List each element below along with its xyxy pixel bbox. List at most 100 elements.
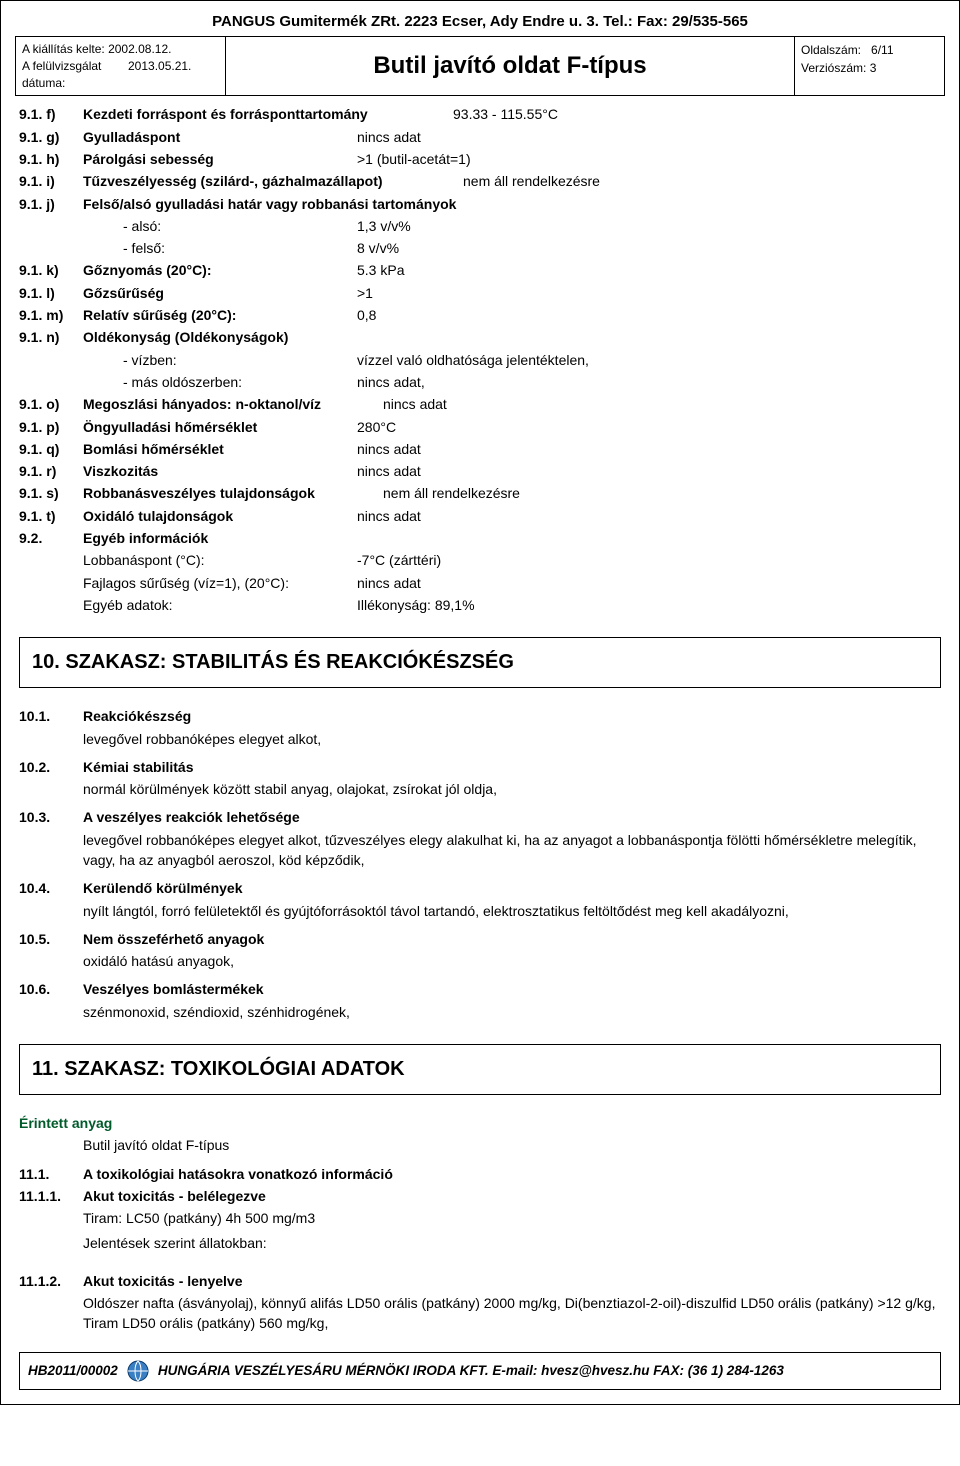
- row-label: Párolgási sebesség: [83, 149, 357, 169]
- s10-text: oxidáló hatású anyagok,: [83, 951, 941, 971]
- row-label: Gőznyomás (20°C):: [83, 260, 357, 280]
- row-value: >1 (butil-acetát=1): [357, 149, 941, 169]
- row-num: 9.1. l): [19, 283, 83, 303]
- row-num: 9.1. h): [19, 149, 83, 169]
- sub-label: - felső:: [83, 238, 357, 258]
- s11-label: Akut toxicitás - belélegezve: [83, 1186, 941, 1206]
- row-value: 5.3 kPa: [357, 260, 941, 280]
- s11-label: A toxikológiai hatásokra vonatkozó infor…: [83, 1164, 941, 1184]
- s11-num: 11.1.1.: [19, 1186, 83, 1206]
- s10-num: 10.1.: [19, 706, 83, 726]
- ver-label: Verziószám:: [801, 61, 866, 75]
- sub-value: 1,3 v/v%: [357, 216, 941, 236]
- meta-row: A kiállítás kelte: 2002.08.12. A felülvi…: [15, 36, 945, 96]
- s11-label: Akut toxicitás - lenyelve: [83, 1271, 941, 1291]
- s10-text: szénmonoxid, széndioxid, szénhidrogének,: [83, 1002, 941, 1022]
- row-label: Öngyulladási hőmérséklet: [83, 417, 357, 437]
- issue-label: A kiállítás kelte:: [22, 42, 105, 56]
- row-value: 93.33 - 115.55°C: [453, 104, 941, 124]
- row-label: Kezdeti forráspont és forrásponttartomán…: [83, 104, 453, 124]
- row-value: nem áll rendelkezésre: [383, 483, 941, 503]
- sub-label: Egyéb adatok:: [83, 595, 357, 615]
- affected-value: Butil javító oldat F-típus: [83, 1135, 941, 1155]
- s11-num: 11.1.2.: [19, 1271, 83, 1291]
- row-value: nincs adat: [357, 506, 941, 526]
- row-label: Relatív sűrűség (20°C):: [83, 305, 357, 325]
- s10-num: 10.3.: [19, 807, 83, 827]
- s10-label: Reakciókészség: [83, 706, 941, 726]
- row-label: Megoszlási hányados: n-oktanol/víz: [83, 394, 383, 414]
- row-label: Oxidáló tulajdonságok: [83, 506, 357, 526]
- s10-label: Kémiai stabilitás: [83, 757, 941, 777]
- sub-label: - alsó:: [83, 216, 357, 236]
- sub-label: Lobbanáspont (°C):: [83, 550, 357, 570]
- sub-value: vízzel való oldhatósága jelentéktelen,: [357, 350, 941, 370]
- row-num: 9.1. s): [19, 483, 83, 503]
- s11-text: Oldószer nafta (ásványolaj), könnyű alif…: [83, 1293, 941, 1334]
- row-num: 9.1. p): [19, 417, 83, 437]
- row-num: 9.1. k): [19, 260, 83, 280]
- s10-num: 10.2.: [19, 757, 83, 777]
- row-num: 9.1. j): [19, 194, 83, 214]
- sub-label: - vízben:: [83, 350, 357, 370]
- row-label: Egyéb információk: [83, 528, 357, 548]
- row-num: 9.1. f): [19, 104, 83, 124]
- meta-left: A kiállítás kelte: 2002.08.12. A felülvi…: [16, 37, 226, 95]
- sub-label: - más oldószerben:: [83, 372, 357, 392]
- section-10-heading: 10. SZAKASZ: STABILITÁS ÉS REAKCIÓKÉSZSÉ…: [19, 637, 941, 688]
- page-label: Oldalszám:: [801, 43, 861, 57]
- ver-value: 3: [870, 61, 877, 75]
- row-value: nincs adat: [357, 127, 941, 147]
- row-value: nincs adat: [383, 394, 941, 414]
- row-value: 280°C: [357, 417, 941, 437]
- s10-label: Kerülendő körülmények: [83, 878, 941, 898]
- row-value: >1: [357, 283, 941, 303]
- row-num: 9.1. m): [19, 305, 83, 325]
- doc-title: Butil javító oldat F-típus: [226, 37, 794, 95]
- row-num: 9.2.: [19, 528, 83, 548]
- globe-icon: [126, 1359, 150, 1383]
- s11-num: 11.1.: [19, 1164, 83, 1184]
- footer-doc-id: HB2011/00002: [28, 1361, 118, 1381]
- row-value: 0,8: [357, 305, 941, 325]
- s10-text: normál körülmények között stabil anyag, …: [83, 779, 941, 799]
- row-value: nem áll rendelkezésre: [463, 171, 941, 191]
- footer: HB2011/00002 HUNGÁRIA VESZÉLYESÁRU MÉRNÖ…: [19, 1352, 941, 1390]
- row-num: 9.1. o): [19, 394, 83, 414]
- sub-value: nincs adat,: [357, 372, 941, 392]
- sub-value: Illékonyság: 89,1%: [357, 595, 941, 615]
- footer-text: HUNGÁRIA VESZÉLYESÁRU MÉRNÖKI IRODA KFT.…: [158, 1361, 932, 1381]
- row-label: Viszkozitás: [83, 461, 357, 481]
- row-label: Robbanásveszélyes tulajdonságok: [83, 483, 383, 503]
- row-value: nincs adat: [357, 439, 941, 459]
- page: PANGUS Gumitermék ZRt. 2223 Ecser, Ady E…: [0, 0, 960, 1405]
- s10-num: 10.6.: [19, 979, 83, 999]
- s10-text: levegővel robbanóképes elegyet alkot, tű…: [83, 830, 941, 871]
- affected-label: Érintett anyag: [19, 1113, 941, 1133]
- row-num: 9.1. n): [19, 327, 83, 347]
- meta-right: Oldalszám: 6/11 Verziószám: 3: [794, 37, 944, 95]
- row-label: Gyulladáspont: [83, 127, 357, 147]
- s10-text: nyílt lángtól, forró felületektől és gyú…: [83, 901, 941, 921]
- row-label: Oldékonyság (Oldékonyságok): [83, 327, 288, 347]
- row-label: Bomlási hőmérséklet: [83, 439, 357, 459]
- s10-label: Veszélyes bomlástermékek: [83, 979, 941, 999]
- row-num: 9.1. i): [19, 171, 83, 191]
- row-num: 9.1. g): [19, 127, 83, 147]
- issue-date: 2002.08.12.: [108, 42, 171, 56]
- s11-text: Jelentések szerint állatokban:: [83, 1233, 941, 1253]
- row-num: 9.1. q): [19, 439, 83, 459]
- page-value: 6/11: [871, 43, 893, 57]
- row-label: Tűzveszélyesség (szilárd-, gázhalmazálla…: [83, 171, 463, 191]
- row-label: Felső/alsó gyulladási határ vagy robbaná…: [83, 194, 456, 214]
- s10-text: levegővel robbanóképes elegyet alkot,: [83, 729, 941, 749]
- row-label: Gőzsűrűség: [83, 283, 357, 303]
- s11-text: Tiram: LC50 (patkány) 4h 500 mg/m3: [83, 1208, 941, 1228]
- s10-num: 10.5.: [19, 929, 83, 949]
- section-11-heading: 11. SZAKASZ: TOXIKOLÓGIAI ADATOK: [19, 1044, 941, 1095]
- sub-value: 8 v/v%: [357, 238, 941, 258]
- sub-value: nincs adat: [357, 573, 941, 593]
- body: 9.1. f)Kezdeti forráspont és forráspontt…: [15, 96, 945, 1389]
- sub-value: -7°C (zárttéri): [357, 550, 941, 570]
- row-num: 9.1. r): [19, 461, 83, 481]
